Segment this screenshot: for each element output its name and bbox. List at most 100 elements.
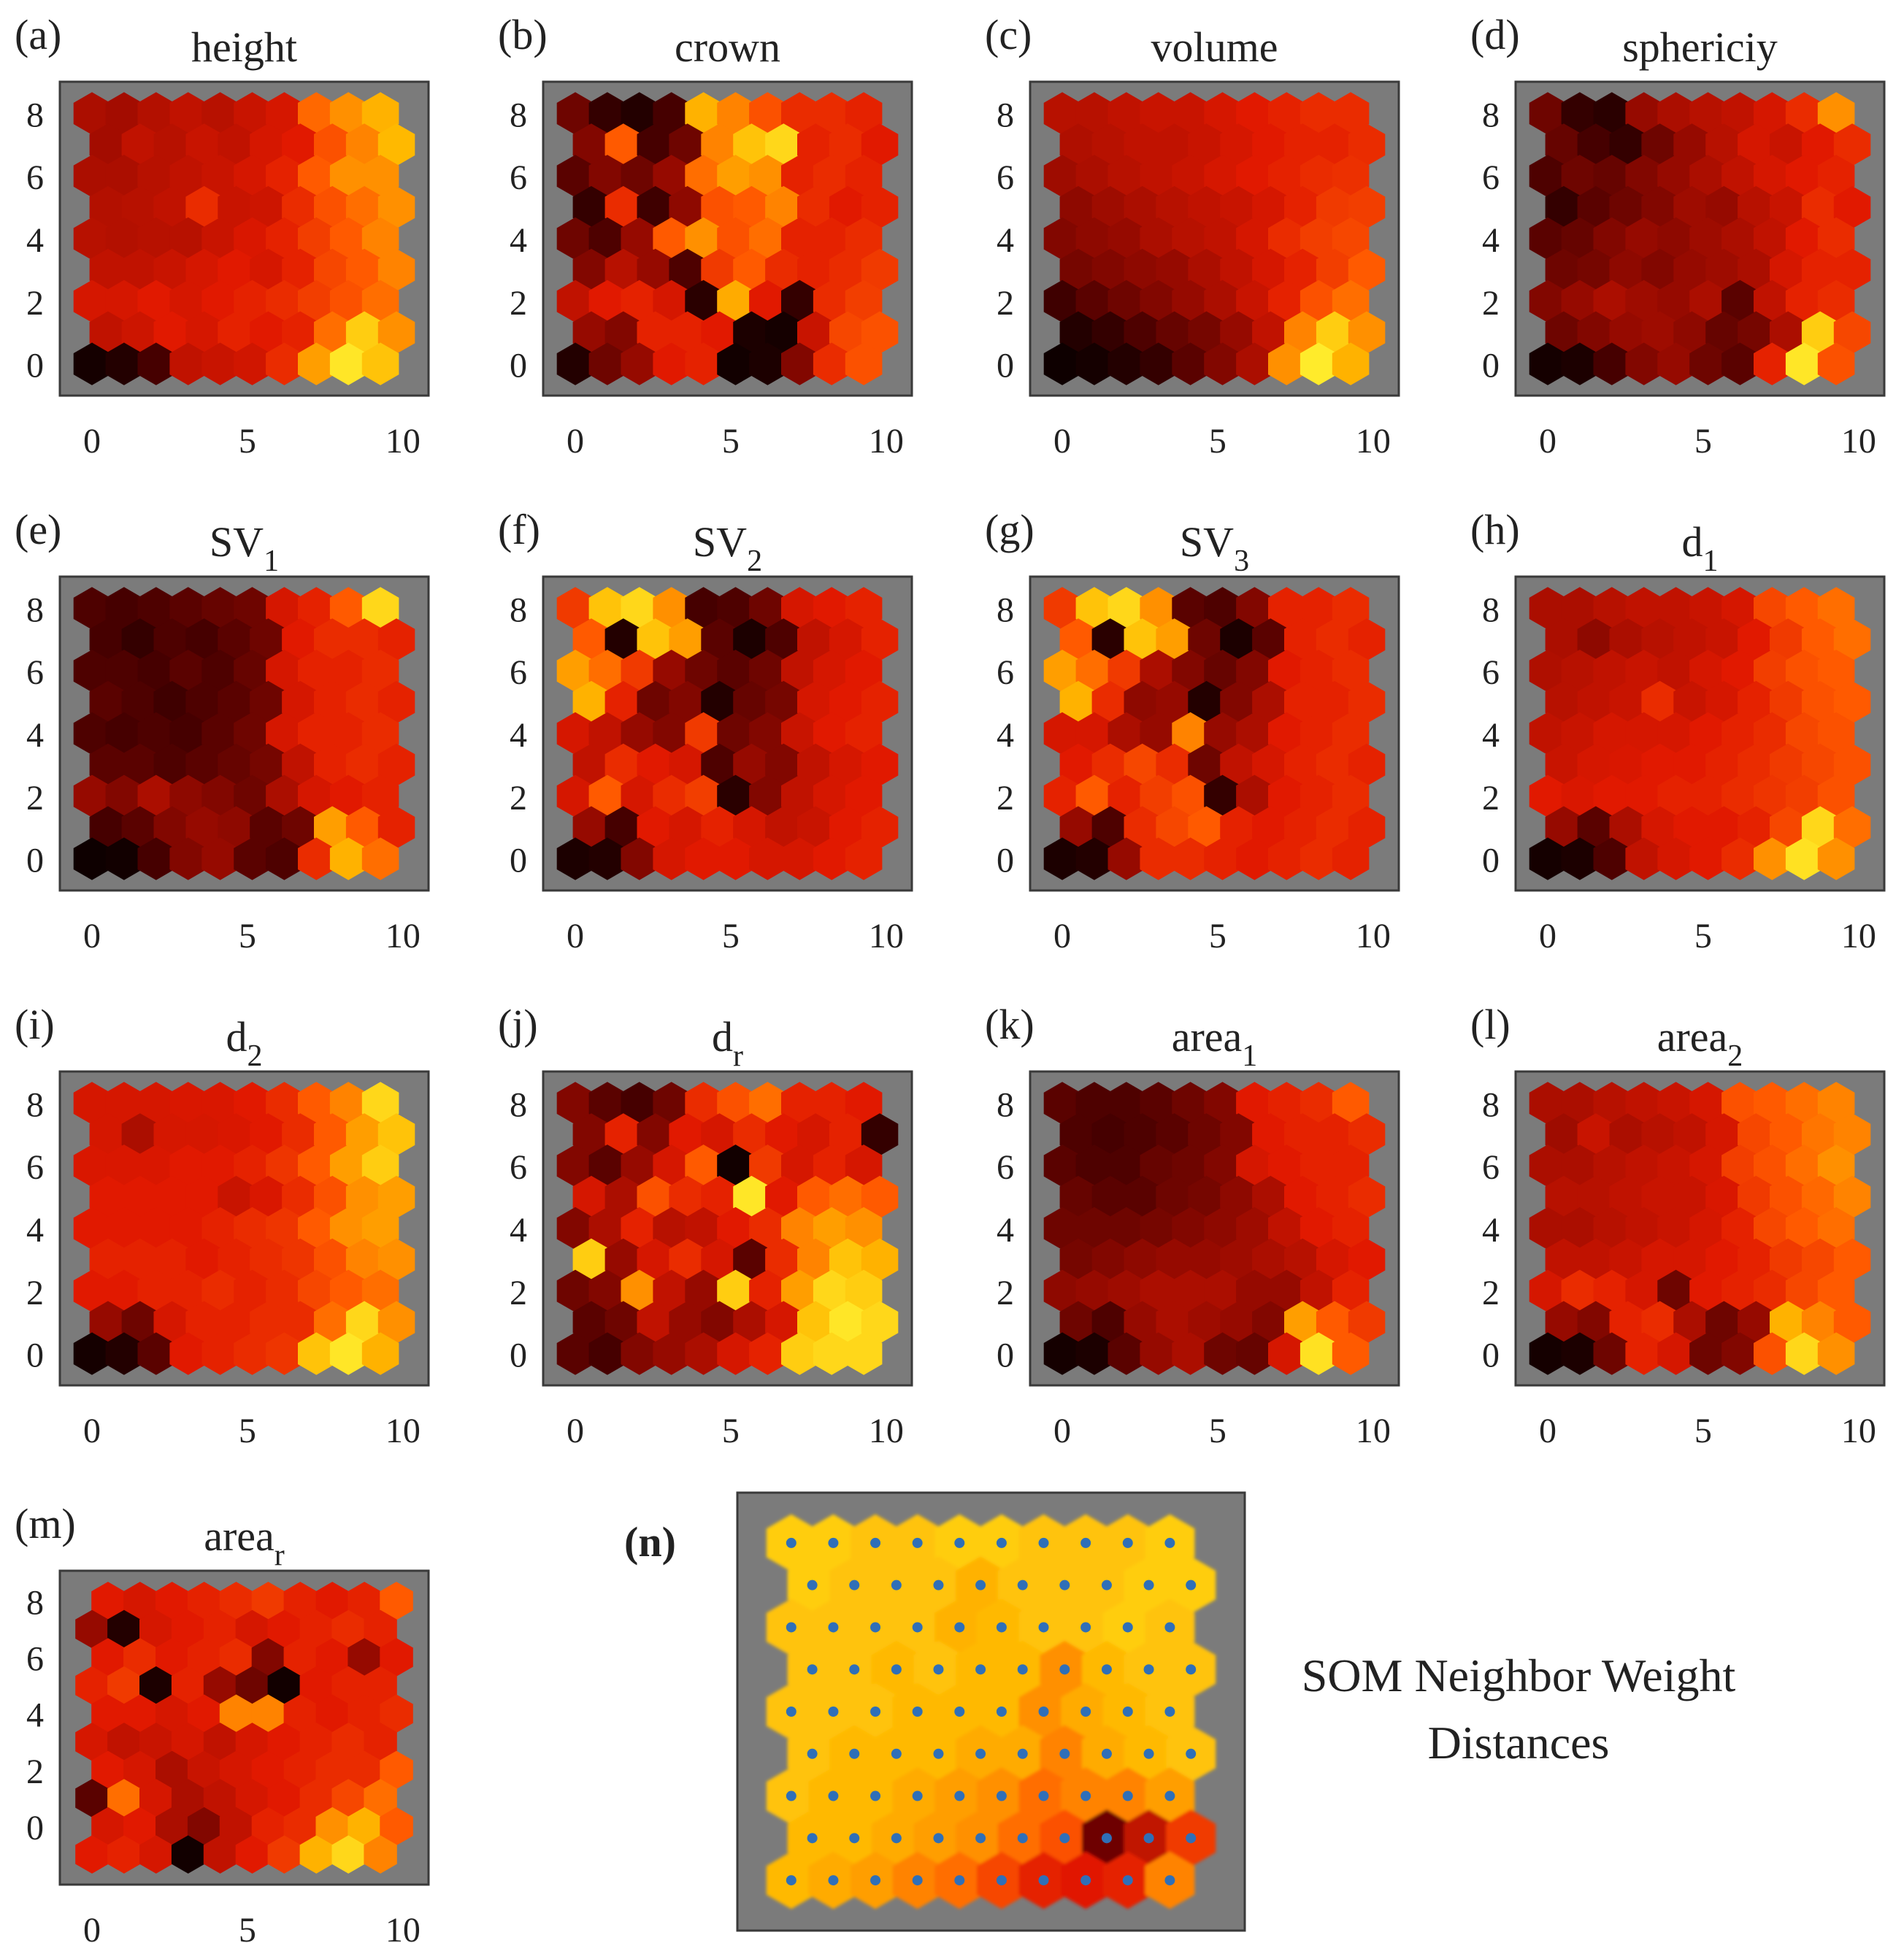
- hex-cell: [329, 1082, 367, 1125]
- hex-cell: [153, 618, 191, 661]
- neuron-dot: [1038, 1537, 1049, 1548]
- hex-cell: [329, 650, 367, 693]
- hex-cell: [1817, 1269, 1855, 1312]
- panel-title: area1: [1172, 1013, 1258, 1073]
- hex-cell: [685, 1269, 722, 1312]
- hex-cell: [1059, 618, 1097, 661]
- y-tick-label: 4: [26, 1696, 44, 1735]
- y-tick-label: 2: [26, 1274, 44, 1312]
- neuron-dot: [1101, 1580, 1112, 1590]
- hex-cell: [169, 650, 207, 693]
- hex-cell: [1300, 837, 1337, 880]
- hex-cell: [1091, 743, 1129, 787]
- hex-cell: [653, 837, 690, 880]
- hex-cell: [73, 1207, 111, 1250]
- neuron-dot: [933, 1580, 944, 1590]
- hex-cell: [621, 342, 658, 385]
- hex-cell: [1188, 1175, 1225, 1219]
- hex-cell: [218, 806, 255, 849]
- y-tick-label: 8: [997, 1085, 1014, 1124]
- panel-n: (n): [624, 1491, 1246, 1932]
- hex-cell: [621, 650, 658, 693]
- hex-cell: [701, 618, 738, 661]
- hex-cell: [169, 155, 207, 198]
- hex-cell: [266, 1144, 303, 1188]
- hex-cell: [1721, 587, 1759, 630]
- x-tick-label: 10: [385, 1911, 421, 1943]
- hex-cell: [1059, 743, 1097, 787]
- panel-k: (k) area1 8 6 4 2 0 0 5 10: [985, 1001, 1400, 1450]
- x-tick-label: 5: [1694, 917, 1712, 955]
- title-subscript: 2: [247, 1039, 263, 1073]
- neuron-dot: [1143, 1580, 1154, 1590]
- neuron-dot: [786, 1537, 796, 1548]
- x-tick-label: 10: [869, 917, 904, 955]
- neuron-dot: [954, 1537, 965, 1548]
- hex-cell: [1577, 1175, 1615, 1219]
- hex-cell: [91, 1750, 125, 1790]
- hex-cell: [1268, 1207, 1305, 1250]
- hex-cell: [1091, 680, 1129, 724]
- hex-cell: [156, 1638, 189, 1677]
- hex-cell: [1593, 712, 1630, 755]
- hex-cell: [380, 1694, 413, 1733]
- hex-cell: [1529, 1332, 1567, 1375]
- y-tick-label: 2: [997, 779, 1014, 817]
- hex-cell: [1172, 1082, 1209, 1125]
- neuron-dot: [807, 1748, 818, 1759]
- hex-cell: [266, 1332, 303, 1375]
- hex-cell: [1738, 680, 1775, 724]
- hex-cell: [637, 618, 674, 661]
- hex-cell: [621, 587, 658, 630]
- hex-cell: [345, 1175, 383, 1219]
- hex-cell: [861, 743, 899, 787]
- hex-cell: [765, 1113, 802, 1156]
- hex-cell: [203, 1609, 237, 1649]
- hex-cell: [169, 1207, 207, 1250]
- hex-cell: [345, 1113, 383, 1156]
- hex-cell: [1268, 155, 1305, 198]
- y-tick-label: 0: [510, 1336, 527, 1375]
- hex-cell: [701, 1113, 738, 1156]
- hex-cell: [1673, 806, 1711, 849]
- hex-cell: [137, 217, 174, 261]
- hex-cell: [669, 680, 706, 724]
- hex-cell: [1188, 1113, 1225, 1156]
- hex-cell: [829, 806, 867, 849]
- hex-cell: [621, 1144, 658, 1188]
- hex-cell: [169, 837, 207, 880]
- hex-cell: [813, 1269, 851, 1312]
- hex-cell: [588, 1269, 626, 1312]
- hex-cell: [749, 1144, 786, 1188]
- hex-cell: [361, 155, 399, 198]
- hex-cell: [139, 1609, 173, 1649]
- hex-cell: [187, 1638, 221, 1677]
- hex-cell: [1332, 92, 1370, 135]
- neuron-dot: [933, 1748, 944, 1759]
- hex-cell: [829, 1238, 867, 1282]
- hex-cell: [1156, 1175, 1193, 1219]
- hex-cell: [1593, 587, 1630, 630]
- hex-cell: [235, 1666, 269, 1705]
- hex-cell: [1284, 806, 1321, 849]
- x-tick-label: 5: [722, 1412, 740, 1450]
- hex-cell: [1236, 217, 1273, 261]
- hex-cell: [201, 837, 239, 880]
- hex-cell: [781, 1144, 818, 1188]
- y-tick-label: 4: [510, 221, 527, 260]
- hex-cell: [813, 837, 851, 880]
- x-tick-label: 5: [239, 917, 256, 955]
- hex-cell: [298, 837, 335, 880]
- hex-cell: [1300, 280, 1337, 323]
- hex-cell: [171, 1609, 205, 1649]
- hex-cell: [1172, 587, 1209, 630]
- hex-cell: [201, 280, 239, 323]
- hex-cell: [861, 123, 899, 166]
- hex-cell: [1785, 1269, 1823, 1312]
- hex-cell: [1833, 1238, 1871, 1282]
- hex-cell: [1561, 712, 1599, 755]
- hex-cell: [685, 342, 722, 385]
- y-tick-label: 4: [510, 1211, 527, 1250]
- hex-cell: [1754, 587, 1791, 630]
- hex-cell: [105, 1144, 143, 1188]
